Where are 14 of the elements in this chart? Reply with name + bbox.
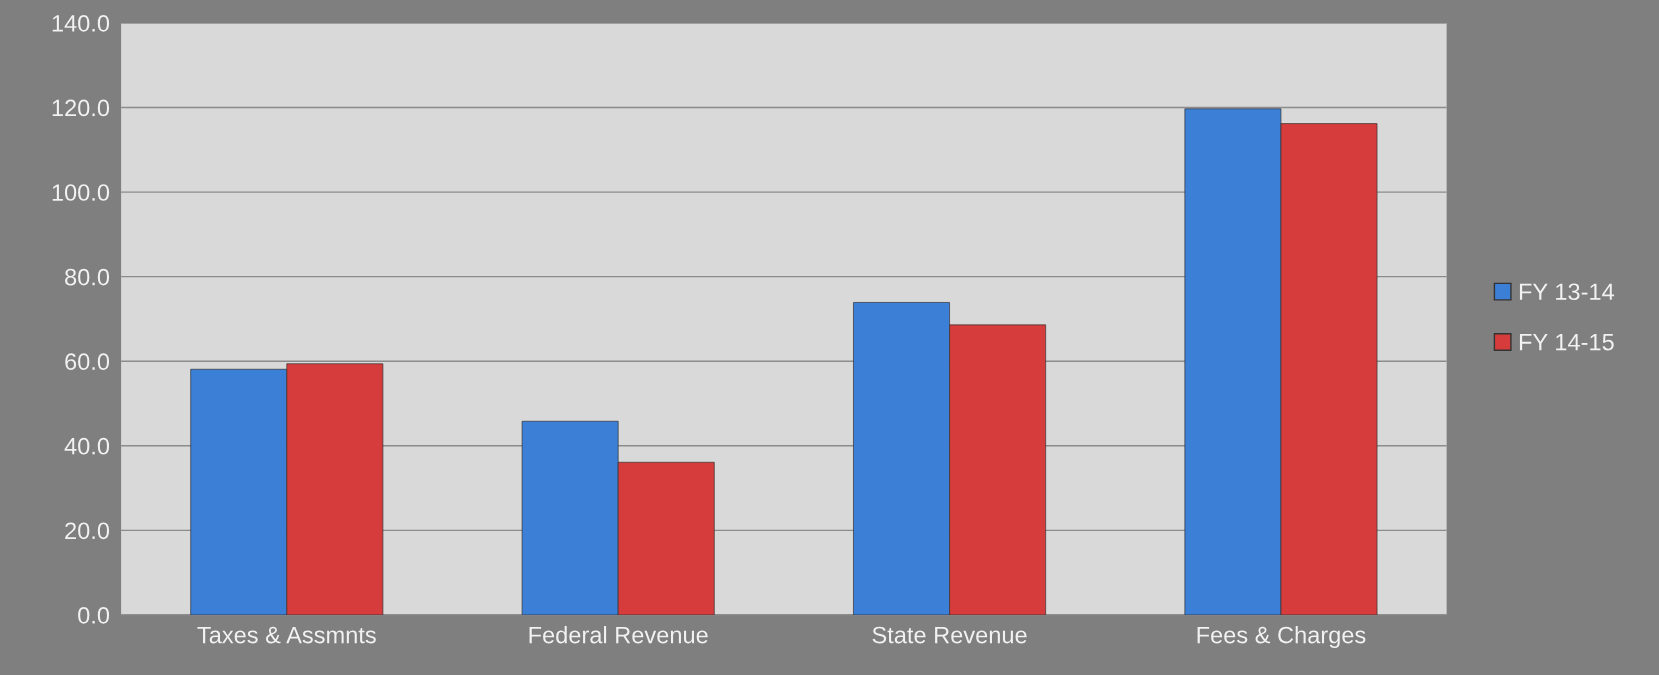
y-tick-label: 120.0	[52, 99, 110, 117]
y-tick-label: 60.0	[65, 353, 110, 371]
legend-label: FY 13-14	[1519, 283, 1615, 301]
legend-label: FY 14-15	[1519, 333, 1614, 351]
y-tick-label: 100.0	[52, 184, 110, 201]
y-tick-label: 140.0	[52, 15, 110, 32]
x-tick-label: State Revenue	[872, 626, 1027, 644]
y-tick-label: 80.0	[65, 268, 110, 286]
y-tick-label: 0.0	[78, 606, 110, 624]
x-tick-label: Taxes & Assmnts	[197, 626, 376, 644]
x-tick-label: Fees & Charges	[1197, 626, 1366, 649]
y-tick-label: 40.0	[64, 437, 110, 455]
y-tick-label: 20.0	[65, 522, 110, 540]
x-tick-label: Federal Revenue	[529, 626, 708, 644]
